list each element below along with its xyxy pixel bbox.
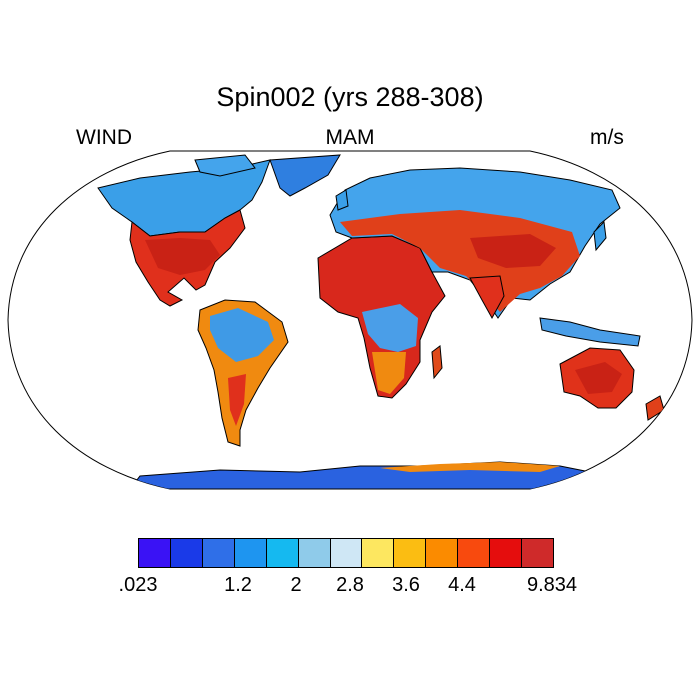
colorbar-label: .023 xyxy=(118,574,158,596)
arctic-islands xyxy=(194,154,256,177)
colorbar-box-1 xyxy=(170,539,203,567)
greenland xyxy=(269,154,341,197)
colorbar-box-11 xyxy=(490,539,523,567)
colorbar-label: 2.8 xyxy=(336,574,364,596)
variable-label: WIND xyxy=(76,126,132,149)
colorbar-box-4 xyxy=(266,539,299,567)
colorbar xyxy=(138,538,554,568)
colorbar-label: 9.834 xyxy=(526,574,578,596)
antarctica-edge xyxy=(380,462,560,472)
colorbar-box-5 xyxy=(298,539,331,567)
units-label: m/s xyxy=(590,126,624,149)
colorbar-label: 2 xyxy=(290,574,302,596)
colorbar-box-10 xyxy=(458,539,491,567)
madagascar xyxy=(431,345,443,380)
colorbar-box-8 xyxy=(394,539,427,567)
north-america-south-core xyxy=(145,238,220,275)
colorbar-box-2 xyxy=(202,539,235,567)
colorbar-box-12 xyxy=(522,539,553,567)
australia-interior xyxy=(575,362,622,394)
japan xyxy=(593,220,607,252)
colorbar-box-0 xyxy=(139,539,171,567)
uk xyxy=(335,189,349,211)
africa-south-margin xyxy=(372,352,406,394)
india xyxy=(469,275,505,320)
indonesia xyxy=(539,317,641,347)
africa-south-interior xyxy=(362,304,418,352)
eurasia-core-red xyxy=(470,234,556,268)
season-label: MAM xyxy=(325,126,375,149)
colorbar-box-9 xyxy=(426,539,459,567)
chart-title: Spin002 (yrs 288-308) xyxy=(216,82,484,112)
colorbar-label: 4.4 xyxy=(448,574,476,596)
colorbar-box-3 xyxy=(234,539,267,567)
world-wind-map xyxy=(7,150,693,490)
south-america-interior xyxy=(210,308,274,362)
colorbar-label: 3.6 xyxy=(392,574,420,596)
colorbar-label: 1.2 xyxy=(224,574,252,596)
south-america-south-red xyxy=(228,374,246,426)
colorbar-box-7 xyxy=(362,539,395,567)
colorbar-box-6 xyxy=(330,539,363,567)
